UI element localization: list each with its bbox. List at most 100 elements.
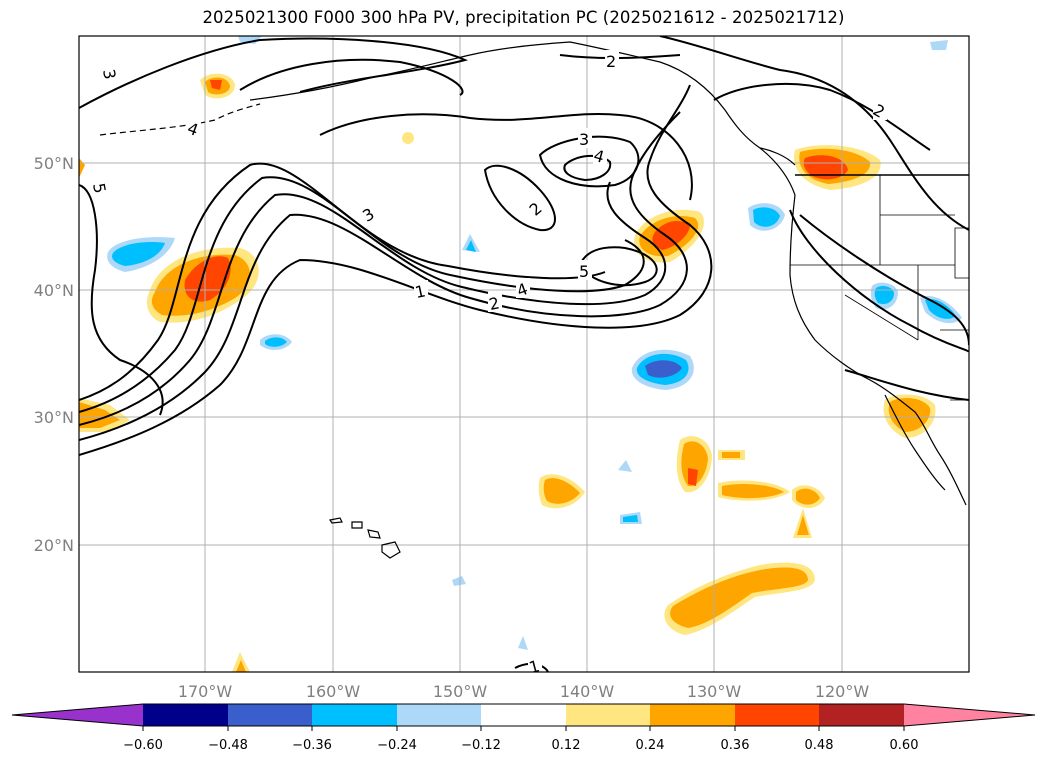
- colorbar-segment: [481, 704, 566, 726]
- colorbar-segment: [650, 704, 735, 726]
- lon-label-140w: 140°W: [560, 682, 615, 701]
- precip-patch: [112, 242, 165, 266]
- pv-contour-coast-b: [789, 209, 969, 353]
- map-frame: [78, 35, 970, 673]
- precip-negative-shading: [107, 36, 962, 650]
- precip-patch: [722, 484, 784, 499]
- precip-patch: [452, 576, 466, 586]
- precip-patch: [930, 40, 948, 50]
- pv-contour-coast-c: [844, 369, 969, 401]
- precip-patch: [210, 80, 222, 90]
- colorbar-segment: [819, 704, 904, 726]
- hawaii-1: [329, 517, 343, 524]
- hawaii-3: [367, 529, 381, 539]
- precip-patch: [652, 220, 690, 250]
- precip-patch: [543, 478, 580, 504]
- precip-patch: [466, 240, 476, 252]
- contour-labels: 1 2 3 4 5 2 3 4 2 2 4 3 5 1: [89, 50, 888, 672]
- colorbar-tick-label: −0.24: [377, 738, 417, 753]
- map-title: 2025021300 F000 300 hPa PV, precipitatio…: [202, 8, 845, 27]
- precip-patch: [402, 132, 414, 144]
- colorbar-tick-label: −0.48: [208, 738, 248, 753]
- lat-label-20n: 20°N: [34, 536, 74, 555]
- precip-patch: [645, 360, 682, 378]
- precip-patch: [265, 337, 287, 347]
- contour-label: 1: [413, 281, 427, 302]
- pv-contour-north-c: [659, 36, 969, 231]
- precip-patch: [688, 468, 698, 486]
- pv-contour-inner-d: [563, 154, 612, 182]
- pv-contour-5: [79, 162, 606, 401]
- colorbar-segment: [143, 704, 228, 726]
- precip-patch: [623, 515, 638, 522]
- state-borders: [790, 175, 969, 401]
- lat-label-50n: 50°N: [34, 154, 74, 173]
- contour-label: 2: [487, 293, 501, 314]
- pv-contour-north-d: [713, 82, 931, 151]
- lat-label-30n: 30°N: [34, 408, 74, 427]
- pv-contour-west: [79, 184, 164, 416]
- pv-contour-inner-b: [483, 164, 556, 232]
- lat-label-40n: 40°N: [34, 281, 74, 300]
- colorbar-segment: [397, 704, 481, 726]
- precip-patch: [670, 567, 808, 628]
- colorbar-min-arrow: [12, 704, 143, 726]
- precip-patch: [797, 515, 809, 535]
- lon-label-120w: 120°W: [815, 682, 870, 701]
- pv-contour-coast-a: [799, 214, 969, 346]
- colorbar-tick-label: −0.60: [123, 738, 163, 753]
- pv-contour-north-a: [79, 37, 468, 109]
- colorbar-tick-label: −0.36: [292, 738, 332, 753]
- precip-patch: [722, 452, 740, 458]
- precip-patch: [925, 298, 956, 319]
- lon-label-130w: 130°W: [687, 682, 742, 701]
- precip-patch: [236, 660, 246, 672]
- precip-patch: [803, 155, 848, 180]
- precip-patch: [796, 488, 820, 505]
- vancouver-island: [759, 147, 796, 166]
- contour-label: 5: [579, 262, 589, 281]
- colorbar-segment: [228, 704, 312, 726]
- contour-label: 5: [89, 182, 109, 195]
- colorbar-segment: [566, 704, 650, 726]
- pv-contour-inner-a: [578, 246, 658, 287]
- colorbar-tick-label: 0.48: [805, 738, 834, 753]
- colorbar-tick-label: 0.24: [636, 738, 665, 753]
- contour-label: 4: [592, 146, 607, 167]
- pv-contours: [79, 36, 969, 672]
- contour-label: 3: [579, 130, 589, 149]
- contour-label: 2: [606, 52, 616, 71]
- pv-contour-inner-c: [538, 135, 640, 188]
- baja-peninsula: [884, 394, 946, 491]
- colorbar-tick-label: 0.36: [721, 738, 750, 753]
- lon-labels: 170°W 160°W 150°W 140°W 130°W 120°W: [178, 682, 870, 701]
- aleutian-islands: [99, 103, 261, 136]
- precip-patch: [618, 460, 632, 472]
- colorbar-max-arrow: [904, 704, 1035, 726]
- colorbar: −0.60 −0.48 −0.36 −0.24 −0.12 0.12 0.24 …: [11, 703, 1036, 753]
- pv-contour-2: [79, 111, 688, 441]
- precip-patch: [518, 636, 528, 650]
- colorbar-tick-label: −0.12: [461, 738, 501, 753]
- pv-contour-north-b: [239, 58, 464, 96]
- pv-contour-north-e: [559, 54, 681, 60]
- pv-contour-1: [79, 84, 713, 456]
- precip-patch: [79, 158, 85, 178]
- colorbar-segment: [312, 704, 397, 726]
- lat-labels: 50°N 40°N 30°N 20°N: [34, 154, 74, 555]
- precip-patch: [753, 207, 780, 227]
- graticule: [79, 36, 969, 672]
- colorbar-segment: [735, 704, 819, 726]
- precip-patch: [238, 36, 262, 44]
- pv-contour-big-loop: [319, 112, 693, 201]
- hawaii-2: [351, 521, 363, 529]
- lon-label-160w: 160°W: [306, 682, 361, 701]
- hawaii-4: [381, 541, 401, 559]
- contour-label: 3: [99, 68, 119, 81]
- pv-contour-3: [79, 181, 667, 426]
- lon-label-150w: 150°W: [433, 682, 488, 701]
- colorbar-tick-label: 0.60: [890, 738, 919, 753]
- west-coast: [789, 194, 967, 506]
- lon-label-170w: 170°W: [178, 682, 233, 701]
